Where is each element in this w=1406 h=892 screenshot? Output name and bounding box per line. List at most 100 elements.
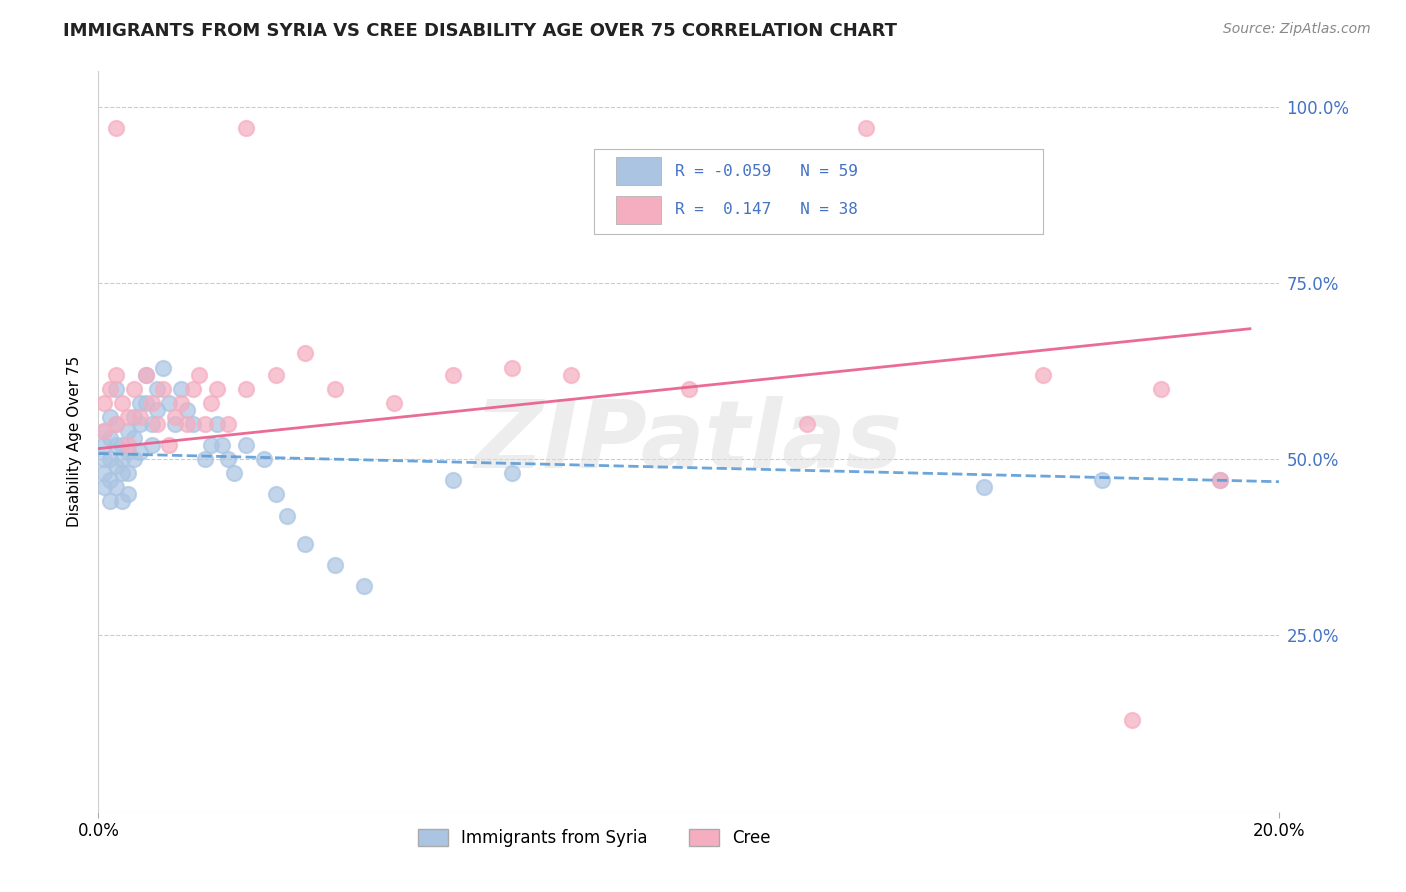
Point: [200, 396, 222, 410]
Point: [264, 368, 287, 382]
Point: [98, 409, 121, 424]
Point: [146, 402, 169, 417]
Text: R =  0.147   N = 38: R = 0.147 N = 38: [675, 202, 858, 218]
Point: [122, 452, 145, 467]
Point: [98, 452, 121, 467]
Point: [382, 396, 405, 410]
Point: [128, 445, 150, 459]
Point: [560, 368, 582, 382]
Point: [128, 409, 150, 424]
Point: [176, 417, 198, 431]
Point: [98, 473, 121, 487]
Point: [1209, 473, 1232, 487]
Point: [117, 424, 139, 438]
Point: [181, 417, 204, 431]
Point: [128, 417, 150, 431]
Point: [152, 360, 174, 375]
Text: ZIPatlas: ZIPatlas: [475, 395, 903, 488]
Point: [152, 382, 174, 396]
Point: [294, 346, 316, 360]
Point: [200, 438, 222, 452]
Point: [141, 438, 163, 452]
Point: [117, 445, 139, 459]
Point: [165, 417, 187, 431]
Point: [122, 382, 145, 396]
Point: [501, 360, 523, 375]
Point: [111, 396, 134, 410]
Point: [205, 417, 228, 431]
Point: [855, 120, 877, 135]
Point: [117, 438, 139, 452]
Point: [135, 368, 157, 382]
Point: [93, 480, 115, 494]
Point: [187, 368, 209, 382]
Point: [105, 459, 128, 474]
Point: [176, 402, 198, 417]
Point: [117, 487, 139, 501]
Text: R = -0.059   N = 59: R = -0.059 N = 59: [675, 164, 858, 178]
Point: [194, 417, 217, 431]
Point: [323, 558, 346, 572]
Point: [111, 494, 134, 508]
Point: [93, 396, 115, 410]
Point: [678, 382, 700, 396]
Point: [157, 396, 180, 410]
Point: [98, 382, 121, 396]
Point: [170, 396, 193, 410]
Point: [105, 417, 128, 431]
Point: [323, 382, 346, 396]
Point: [205, 382, 228, 396]
Point: [1091, 473, 1114, 487]
Point: [135, 368, 157, 382]
Point: [98, 431, 121, 445]
Bar: [616, 195, 661, 224]
Text: Source: ZipAtlas.com: Source: ZipAtlas.com: [1223, 22, 1371, 37]
Point: [1032, 368, 1054, 382]
Point: [194, 452, 217, 467]
Point: [122, 431, 145, 445]
Point: [105, 417, 128, 431]
Point: [98, 494, 121, 508]
Point: [253, 452, 276, 467]
Point: [1209, 473, 1232, 487]
Point: [1150, 382, 1173, 396]
Point: [235, 438, 257, 452]
Point: [93, 424, 115, 438]
Point: [973, 480, 995, 494]
Point: [128, 396, 150, 410]
Y-axis label: Disability Age Over 75: Disability Age Over 75: [67, 356, 83, 527]
Point: [217, 417, 239, 431]
Point: [235, 382, 257, 396]
Point: [157, 438, 180, 452]
Point: [117, 409, 139, 424]
Point: [501, 467, 523, 481]
Point: [111, 438, 134, 452]
Point: [224, 467, 246, 481]
Point: [211, 438, 233, 452]
Point: [135, 396, 157, 410]
Point: [353, 579, 375, 593]
Point: [217, 452, 239, 467]
Point: [146, 382, 169, 396]
Point: [796, 417, 818, 431]
Point: [235, 120, 257, 135]
Point: [294, 537, 316, 551]
Point: [122, 409, 145, 424]
Point: [93, 452, 115, 467]
Point: [170, 382, 193, 396]
Point: [105, 120, 128, 135]
Point: [276, 508, 298, 523]
Point: [111, 452, 134, 467]
Point: [181, 382, 204, 396]
Point: [105, 480, 128, 494]
Point: [93, 424, 115, 438]
Point: [1121, 713, 1143, 727]
Point: [141, 417, 163, 431]
Legend: Immigrants from Syria, Cree: Immigrants from Syria, Cree: [409, 821, 779, 855]
Text: IMMIGRANTS FROM SYRIA VS CREE DISABILITY AGE OVER 75 CORRELATION CHART: IMMIGRANTS FROM SYRIA VS CREE DISABILITY…: [63, 22, 897, 40]
Point: [93, 467, 115, 481]
Point: [111, 467, 134, 481]
Point: [264, 487, 287, 501]
FancyBboxPatch shape: [595, 149, 1043, 235]
Point: [105, 382, 128, 396]
